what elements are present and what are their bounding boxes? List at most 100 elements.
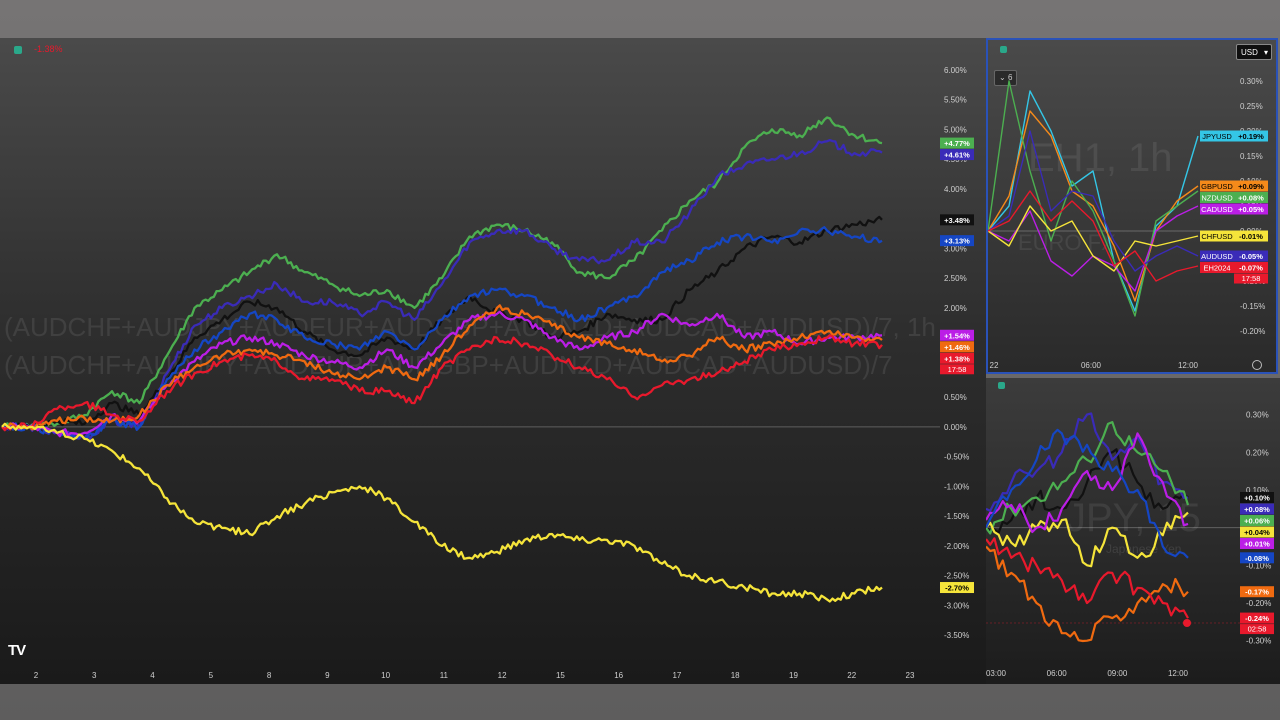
main-x-tick-label: 4 xyxy=(150,671,155,680)
br-series-line[interactable] xyxy=(986,420,1190,535)
chevron-down-icon: ▾ xyxy=(1263,48,1268,57)
main-x-tick-label: 11 xyxy=(440,671,449,680)
main-series-line[interactable] xyxy=(1,215,883,431)
tr-series-name-label: EH2024 xyxy=(1203,264,1230,273)
main-series-line[interactable] xyxy=(1,304,883,431)
br-y-tick-label: 0.20% xyxy=(1246,448,1269,457)
br-value-label: +0.06% xyxy=(1244,517,1270,526)
main-value-tag xyxy=(940,137,974,149)
main-series-line[interactable] xyxy=(1,138,883,440)
main-x-tick-label: 19 xyxy=(789,671,798,680)
br-value-tag xyxy=(1240,538,1274,550)
main-y-tick-label: 0.00% xyxy=(944,423,967,432)
currency-select-button[interactable]: USD ▾ xyxy=(1236,44,1272,60)
tr-value-tag xyxy=(1234,250,1268,262)
tr-value-tag xyxy=(1234,130,1268,142)
tr-value-tag xyxy=(1234,203,1268,215)
tr-x-tick-label: 22 xyxy=(990,361,999,370)
br-y-tick-label: -0.30% xyxy=(1246,637,1271,646)
main-series-line[interactable] xyxy=(1,310,883,438)
main-y-tick-label: -2.50% xyxy=(944,572,969,581)
main-countdown-tag xyxy=(940,364,974,375)
br-y-tick-label: -0.20% xyxy=(1246,599,1271,608)
main-series-line[interactable] xyxy=(1,116,883,432)
br-last-price-dot xyxy=(1183,619,1191,627)
br-series-line[interactable] xyxy=(986,537,1189,619)
main-y-tick-label: -1.50% xyxy=(944,512,969,521)
tr-header-dot-icon xyxy=(1000,46,1007,53)
tr-value-label: -0.05% xyxy=(1239,252,1263,261)
main-x-tick-label: 23 xyxy=(906,671,915,680)
tr-series-name-tag xyxy=(1200,203,1234,215)
main-x-tick-label: 15 xyxy=(556,671,565,680)
main-value-label: +1.46% xyxy=(944,343,970,352)
br-series-line[interactable] xyxy=(986,428,1189,559)
top-right-chart-svg[interactable]: 0.30%0.25%0.20%0.15%0.10%0.05%0.00%-0.05… xyxy=(988,40,1276,372)
br-series-line[interactable] xyxy=(986,412,1189,512)
br-y-tick-label: 0.10% xyxy=(1246,486,1269,495)
tr-value-label: +0.08% xyxy=(1238,194,1264,203)
tr-series-name-label: JPYUSD xyxy=(1202,132,1232,141)
main-x-tick-label: 3 xyxy=(92,671,97,680)
collapse-count: 6 xyxy=(1007,73,1013,82)
main-value-label: +1.54% xyxy=(944,331,970,340)
br-header-dot-icon xyxy=(998,382,1005,389)
br-value-tag xyxy=(1240,503,1274,515)
main-header-dot-icon xyxy=(14,46,22,54)
settings-gear-icon[interactable] xyxy=(1252,360,1262,370)
br-value-label: -0.08% xyxy=(1245,554,1269,563)
br-value-label: +0.01% xyxy=(1244,540,1270,549)
main-y-tick-label: 5.00% xyxy=(944,125,967,134)
tr-series-line[interactable] xyxy=(988,205,1199,272)
tr-value-label: +0.09% xyxy=(1238,182,1264,191)
tr-value-label: -0.07% xyxy=(1239,264,1263,273)
br-series-line[interactable] xyxy=(986,511,1189,568)
br-series-line[interactable] xyxy=(986,432,1189,534)
collapse-indicators-button[interactable]: ⌄ 6 xyxy=(994,70,1018,86)
tr-series-name-tag xyxy=(1200,192,1234,203)
br-value-label: -0.17% xyxy=(1245,588,1269,597)
top-right-chart-panel[interactable]: EH1, 1h EURO FX ⌄ 6 USD ▾ 0.30%0.25%0.20… xyxy=(986,38,1278,374)
br-value-tag xyxy=(1240,492,1274,504)
br-series-line[interactable] xyxy=(986,545,1189,643)
currency-select-label: USD xyxy=(1241,48,1258,57)
tr-value-tag xyxy=(1234,192,1268,203)
br-x-tick-label: 09:00 xyxy=(1107,669,1128,678)
main-y-tick-label: -3.00% xyxy=(944,601,969,610)
main-series-line[interactable] xyxy=(1,334,883,432)
main-value-label: +3.48% xyxy=(944,216,970,225)
br-value-tag xyxy=(1240,515,1274,527)
main-y-tick-label: 4.00% xyxy=(944,185,967,194)
bottom-right-chart-svg[interactable]: 0.30% 0.20% 0.10% -0.10% -0.20% -0.30% 03:00 06… xyxy=(986,378,1280,684)
chevron-down-icon: ⌄ xyxy=(999,73,1006,82)
br-value-label: +0.10% xyxy=(1244,494,1270,503)
br-value-tag xyxy=(1240,612,1274,624)
br-value-label: -0.24% xyxy=(1245,614,1269,623)
main-chart-svg[interactable]: 6.00%5.50%5.00%4.50%4.00%3.50%3.00%2.50%… xyxy=(0,38,986,684)
tr-series-line[interactable] xyxy=(988,80,1199,317)
tr-series-line[interactable] xyxy=(988,190,1199,282)
tr-value-tag xyxy=(1234,230,1268,242)
tr-series-line[interactable] xyxy=(988,90,1199,312)
bottom-right-chart-panel[interactable]: JPY, 15 Japanese Yen 0.30% 0.20% 0.10% -0.1… xyxy=(986,378,1280,684)
main-series-line[interactable] xyxy=(1,422,883,603)
br-value-tag xyxy=(1240,552,1274,564)
main-y-tick-label: 6.00% xyxy=(944,66,967,75)
tr-value-tag xyxy=(1234,262,1268,273)
tr-x-tick-label: 06:00 xyxy=(1081,361,1102,370)
tr-series-name-label: GBPUSD xyxy=(1201,182,1233,191)
main-y-tick-label: -0.50% xyxy=(944,453,969,462)
main-header-value: -1.38% xyxy=(34,44,63,54)
tr-y-tick-label: 0.30% xyxy=(1240,77,1263,86)
tr-series-name-tag xyxy=(1200,230,1234,242)
tr-value-label: -0.01% xyxy=(1239,232,1263,241)
br-series-line[interactable] xyxy=(986,448,1189,534)
tr-y-tick-label: -0.20% xyxy=(1240,327,1265,336)
tr-series-line[interactable] xyxy=(988,205,1199,292)
main-x-tick-label: 22 xyxy=(847,671,856,680)
main-chart-panel[interactable]: (AUDCHF+AUDJPY+AUDEUR+AUDGBP+AUDNZD+AUDC… xyxy=(0,38,986,684)
br-x-tick-label: 03:00 xyxy=(986,669,1007,678)
tr-series-line[interactable] xyxy=(988,130,1199,272)
main-value-tag xyxy=(940,235,974,247)
br-x-tick-label: 12:00 xyxy=(1168,669,1189,678)
